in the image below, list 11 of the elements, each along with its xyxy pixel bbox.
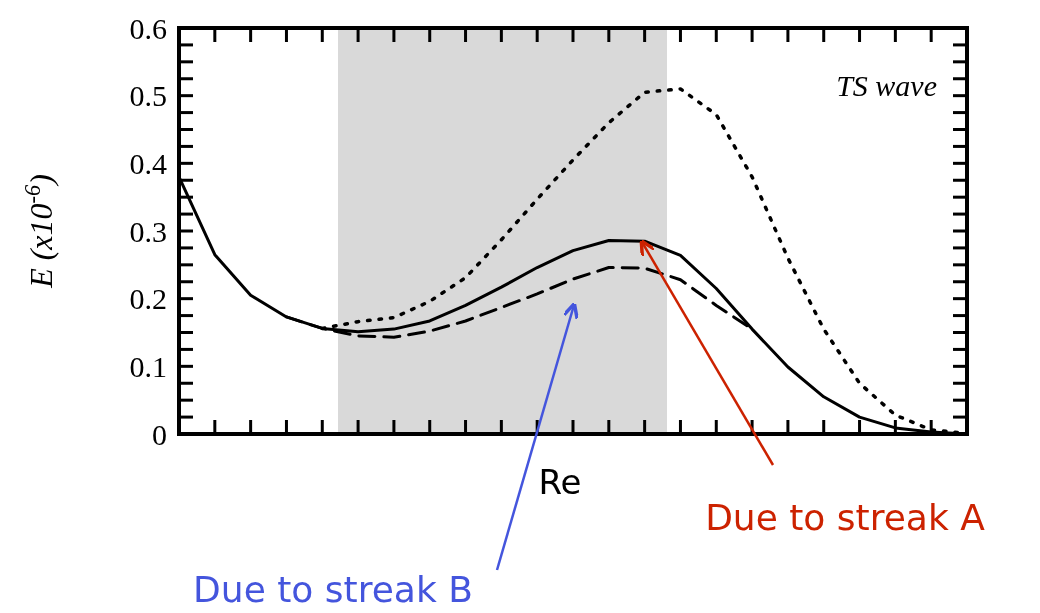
annotation: TS wave xyxy=(836,69,937,102)
y-tick-label: 0.2 xyxy=(129,282,167,316)
y-tick-label: 0.5 xyxy=(129,79,167,113)
y-tick-label: 0.1 xyxy=(129,349,167,383)
text: Due to streak A xyxy=(705,497,986,538)
text: Due to streak B xyxy=(193,569,473,610)
y-tick-label: 0.3 xyxy=(129,214,167,248)
y-tick-label: 0.4 xyxy=(129,146,167,180)
y-tick-label: 0.6 xyxy=(129,11,167,45)
y-tick-label: 0 xyxy=(152,417,167,451)
x-axis-title: Re xyxy=(538,462,582,502)
